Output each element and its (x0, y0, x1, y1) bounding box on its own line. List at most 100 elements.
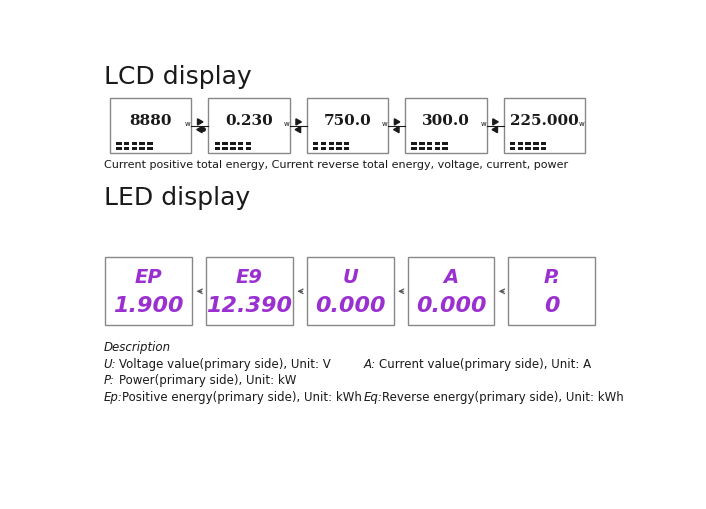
Bar (208, 98, 289, 154)
Text: 0.000: 0.000 (315, 296, 385, 316)
Text: A:: A: (364, 357, 376, 371)
Bar (517, 147, 523, 150)
Bar (116, 147, 121, 150)
Bar (443, 142, 448, 145)
Bar (344, 147, 349, 150)
Bar (321, 147, 326, 150)
Bar (307, 98, 388, 154)
Text: 0.230: 0.230 (225, 115, 273, 128)
Bar (419, 147, 424, 150)
Bar (222, 142, 228, 145)
Bar (541, 147, 546, 150)
Bar (344, 142, 349, 145)
Text: 1.900: 1.900 (114, 296, 184, 316)
Bar (238, 142, 244, 145)
Text: A: A (443, 268, 458, 287)
Text: Positive energy(primary side), Unit: kWh: Positive energy(primary side), Unit: kWh (122, 391, 362, 405)
Text: 0.000: 0.000 (416, 296, 486, 316)
Text: P.: P. (544, 268, 560, 287)
Bar (124, 142, 129, 145)
Bar (147, 142, 152, 145)
Bar (215, 142, 220, 145)
Bar (541, 142, 546, 145)
Bar (503, 98, 585, 154)
Bar (215, 147, 220, 150)
Text: 8880: 8880 (129, 115, 172, 128)
Bar (321, 142, 326, 145)
Text: Current value(primary side), Unit: A: Current value(primary side), Unit: A (379, 357, 591, 371)
Bar (105, 258, 192, 325)
Text: 12.390: 12.390 (206, 296, 292, 316)
Bar (517, 142, 523, 145)
Bar (407, 258, 494, 325)
Bar (533, 147, 539, 150)
Text: U: U (342, 268, 358, 287)
Bar (412, 142, 417, 145)
Bar (443, 147, 448, 150)
Bar (246, 142, 251, 145)
Bar (336, 142, 342, 145)
Bar (328, 142, 334, 145)
Polygon shape (492, 127, 498, 133)
Bar (435, 147, 440, 150)
Bar (124, 147, 129, 150)
Bar (419, 142, 424, 145)
Bar (230, 142, 236, 145)
Text: E9: E9 (236, 268, 263, 287)
Text: P:: P: (104, 375, 114, 387)
Text: w: w (382, 121, 388, 127)
Bar (336, 147, 342, 150)
Bar (435, 142, 440, 145)
Bar (405, 98, 486, 154)
Polygon shape (493, 119, 498, 125)
Text: LCD display: LCD display (104, 65, 251, 89)
Bar (510, 142, 515, 145)
Bar (510, 147, 515, 150)
Text: Power(primary side), Unit: kW: Power(primary side), Unit: kW (119, 375, 297, 387)
Polygon shape (394, 127, 399, 133)
Bar (131, 147, 137, 150)
Text: 750.0: 750.0 (323, 115, 371, 128)
Bar (525, 147, 531, 150)
Bar (147, 147, 152, 150)
Bar (427, 147, 432, 150)
Bar (427, 142, 432, 145)
Text: w: w (579, 121, 585, 127)
Text: 0: 0 (544, 296, 559, 316)
Polygon shape (395, 119, 400, 125)
Text: Current positive total energy, Current reverse total energy, voltage, current, p: Current positive total energy, Current r… (104, 160, 568, 169)
Text: Description: Description (104, 341, 171, 354)
Text: U:: U: (104, 357, 116, 371)
Bar (307, 258, 394, 325)
Text: 225.000: 225.000 (510, 115, 579, 128)
Bar (131, 142, 137, 145)
Text: EP: EP (135, 268, 162, 287)
Bar (533, 142, 539, 145)
Bar (246, 147, 251, 150)
Text: w: w (284, 121, 289, 127)
Bar (222, 147, 228, 150)
Bar (110, 98, 191, 154)
Polygon shape (296, 119, 301, 125)
Bar (525, 142, 531, 145)
Bar (116, 142, 121, 145)
Text: Eq:: Eq: (364, 391, 382, 405)
Polygon shape (197, 127, 202, 133)
Text: w: w (480, 121, 486, 127)
Text: w: w (185, 121, 191, 127)
Text: 300.0: 300.0 (422, 115, 470, 128)
Bar (139, 147, 145, 150)
Bar (230, 147, 236, 150)
Bar (328, 147, 334, 150)
Bar (206, 258, 293, 325)
Polygon shape (295, 127, 301, 133)
Bar (412, 147, 417, 150)
Text: Reverse energy(primary side), Unit: kWh: Reverse energy(primary side), Unit: kWh (382, 391, 623, 405)
Bar (139, 142, 145, 145)
Text: Ep:: Ep: (104, 391, 123, 405)
Text: Voltage value(primary side), Unit: V: Voltage value(primary side), Unit: V (119, 357, 331, 371)
Bar (313, 147, 318, 150)
Text: LED display: LED display (104, 186, 250, 210)
Polygon shape (198, 119, 203, 125)
Bar (313, 142, 318, 145)
